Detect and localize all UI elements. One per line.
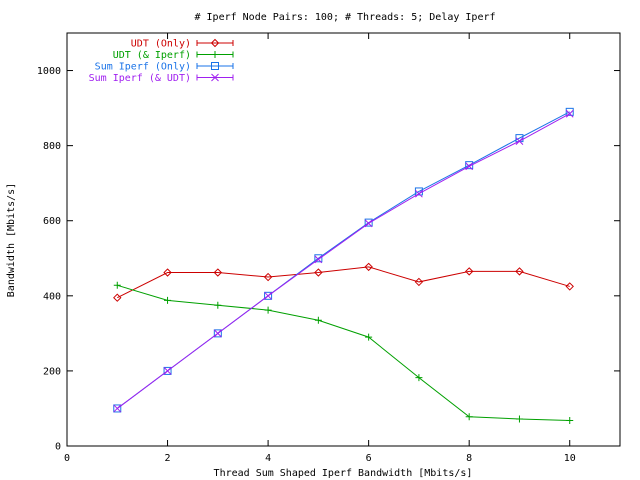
data-point xyxy=(414,277,424,287)
x-tick-label: 0 xyxy=(64,453,70,464)
data-point xyxy=(213,268,223,277)
data-point xyxy=(263,272,273,282)
y-tick-label: 0 xyxy=(55,442,61,453)
data-point xyxy=(364,218,373,227)
legend-label: Sum Iperf (& UDT) xyxy=(89,73,191,84)
data-point xyxy=(214,301,222,309)
y-tick-label: 200 xyxy=(43,366,61,377)
series-3 xyxy=(113,109,574,413)
data-point xyxy=(465,162,474,171)
data-point xyxy=(113,404,122,413)
data-point xyxy=(213,329,222,338)
legend-label: UDT (& Iperf) xyxy=(113,50,191,61)
legend: UDT (Only)UDT (& Iperf)Sum Iperf (Only)S… xyxy=(89,38,234,84)
data-point xyxy=(163,366,172,375)
series-layer xyxy=(113,107,574,424)
legend-marker xyxy=(210,38,220,48)
legend-label: UDT (Only) xyxy=(131,39,191,50)
plot-frame xyxy=(66,32,621,447)
legend-marker xyxy=(211,73,219,82)
data-point xyxy=(113,281,121,289)
data-point xyxy=(164,296,172,304)
data-point xyxy=(314,268,323,277)
data-point xyxy=(365,333,373,341)
series-line-3 xyxy=(116,113,570,409)
data-point xyxy=(465,161,474,170)
x-tick-label: 10 xyxy=(564,453,576,464)
data-point xyxy=(566,416,574,424)
data-point xyxy=(113,404,122,413)
data-point xyxy=(465,413,473,421)
chart-title: # Iperf Node Pairs: 100; # Threads: 5; D… xyxy=(194,12,495,23)
legend-label: Sum Iperf (Only) xyxy=(95,62,191,73)
data-point xyxy=(415,189,423,198)
data-point xyxy=(314,255,323,264)
data-point xyxy=(264,306,272,314)
y-tick-label: 1000 xyxy=(37,66,61,77)
data-point xyxy=(314,254,323,263)
data-point xyxy=(163,367,172,375)
y-tick-label: 800 xyxy=(43,141,61,152)
data-point xyxy=(364,262,373,272)
data-point xyxy=(515,267,524,276)
legend-marker xyxy=(211,51,219,58)
axis-ticks: 0 2 4 6 8 10 0 200 400 600 800 1000 xyxy=(37,33,620,464)
data-point xyxy=(515,415,523,423)
y-tick-label: 400 xyxy=(43,291,61,302)
y-axis-label: Bandwidth [Mbits/s] xyxy=(6,183,17,297)
data-point xyxy=(113,293,122,302)
data-point xyxy=(364,219,373,228)
data-point xyxy=(565,109,574,118)
data-point xyxy=(464,267,474,276)
x-tick-label: 4 xyxy=(265,453,271,464)
data-point xyxy=(565,107,574,116)
series-1 xyxy=(113,281,574,424)
data-point xyxy=(264,291,273,300)
series-2 xyxy=(113,107,574,413)
data-point xyxy=(415,374,423,382)
data-point xyxy=(515,137,524,145)
data-point xyxy=(213,329,222,338)
x-tick-label: 8 xyxy=(466,453,472,464)
x-axis-label: Thread Sum Shaped Iperf Bandwidth [Mbits… xyxy=(214,468,473,479)
x-tick-label: 6 xyxy=(366,453,372,464)
data-point xyxy=(565,282,574,291)
data-point xyxy=(314,316,322,324)
y-tick-label: 600 xyxy=(43,216,61,227)
data-point xyxy=(163,268,172,277)
series-line-2 xyxy=(116,111,570,409)
series-line-1 xyxy=(117,284,570,421)
series-0 xyxy=(113,262,574,302)
legend-marker xyxy=(211,62,219,70)
series-line-0 xyxy=(117,266,570,299)
data-point xyxy=(264,291,272,300)
x-tick-label: 2 xyxy=(165,453,171,464)
